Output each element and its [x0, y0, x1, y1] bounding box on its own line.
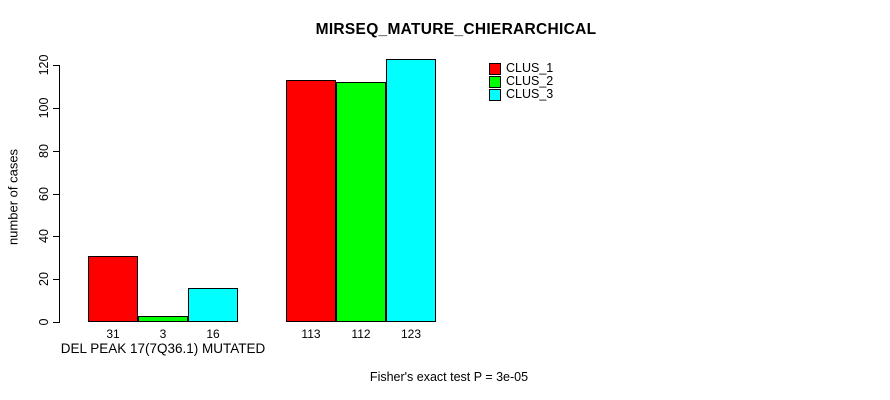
legend-label: CLUS_1 [506, 61, 554, 75]
legend-row: CLUS_1 [489, 62, 553, 75]
y-axis-tick [53, 236, 59, 238]
bar-value-label: 31 [106, 327, 120, 341]
legend-row: CLUS_2 [489, 75, 553, 88]
bar-clus_2 [138, 315, 188, 322]
y-axis-tick-label: 120 [37, 54, 51, 76]
bar-clus_3 [386, 58, 436, 322]
y-axis-tick-label: 0 [37, 318, 51, 326]
bar-value-label: 113 [301, 327, 321, 341]
legend: CLUS_1 CLUS_2 CLUS_3 [489, 62, 553, 101]
chart-title: MIRSEQ_MATURE_CHIERARCHICAL [315, 21, 597, 38]
y-axis-tick-label: 20 [37, 272, 51, 287]
x-group-label: DEL PEAK 17(7Q36.1) MUTATED [60, 341, 266, 356]
legend-swatch-clus_3 [489, 88, 501, 101]
y-axis-tick [53, 150, 59, 152]
y-axis-tick-label: 80 [37, 143, 51, 158]
y-axis-tick-label: 100 [37, 97, 51, 119]
legend-swatch-clus_2 [489, 75, 501, 88]
bar-clus_1 [286, 79, 336, 322]
legend-row: CLUS_3 [489, 88, 553, 101]
y-axis-line [59, 65, 60, 323]
bar-value-label: 16 [206, 327, 220, 341]
bar-value-label: 3 [159, 327, 167, 341]
bar-value-label: 123 [400, 327, 422, 341]
y-axis-tick [53, 279, 59, 281]
bar-value-label: 112 [351, 327, 371, 341]
bar-clus_3 [188, 287, 238, 322]
y-axis-tick-label: 40 [37, 229, 51, 244]
legend-label: CLUS_3 [506, 87, 554, 101]
y-axis-label: number of cases [5, 148, 21, 246]
legend-label: CLUS_2 [506, 74, 554, 88]
y-axis-tick [53, 65, 59, 66]
y-axis-tick [53, 322, 59, 323]
bar-clus_2 [336, 82, 386, 322]
y-axis-tick-label: 60 [37, 186, 51, 201]
y-axis-tick [53, 107, 59, 109]
chart-footnote: Fisher's exact test P = 3e-05 [369, 370, 529, 384]
y-axis-tick [53, 193, 59, 195]
bar-clus_1 [88, 255, 138, 322]
legend-swatch-clus_1 [489, 62, 501, 75]
